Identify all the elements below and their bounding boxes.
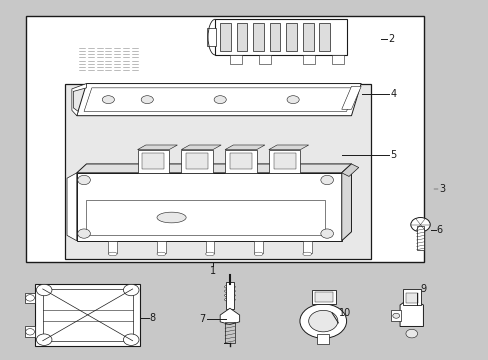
Bar [314, 292, 332, 302]
Bar [268, 150, 300, 173]
Text: 1: 1 [209, 266, 216, 276]
Bar [86, 200, 324, 235]
Bar [26, 16, 424, 262]
Bar [311, 290, 335, 304]
Circle shape [320, 175, 333, 185]
Ellipse shape [141, 96, 153, 104]
Bar [137, 150, 169, 173]
Bar [42, 289, 132, 341]
Ellipse shape [108, 252, 117, 256]
Polygon shape [72, 84, 86, 116]
Text: 2: 2 [387, 34, 393, 44]
Bar [225, 282, 234, 309]
Text: 10: 10 [339, 308, 351, 318]
Circle shape [392, 313, 399, 318]
Polygon shape [181, 145, 221, 150]
Bar [416, 226, 424, 249]
Text: 7: 7 [199, 314, 205, 324]
Polygon shape [268, 145, 308, 150]
Ellipse shape [302, 252, 311, 256]
Polygon shape [341, 86, 361, 109]
Bar [224, 150, 256, 173]
Circle shape [26, 295, 34, 301]
Bar [25, 293, 35, 303]
Ellipse shape [286, 96, 299, 104]
Circle shape [405, 329, 417, 338]
Bar [402, 289, 420, 305]
Bar [224, 322, 234, 343]
Bar [273, 153, 295, 169]
Bar [220, 23, 230, 51]
Bar [253, 23, 264, 51]
Bar [206, 28, 216, 46]
Ellipse shape [205, 252, 214, 256]
Bar [215, 19, 346, 55]
Ellipse shape [224, 298, 235, 301]
Bar [302, 23, 313, 51]
Circle shape [123, 334, 139, 345]
Ellipse shape [224, 289, 235, 293]
Bar [64, 84, 370, 258]
Bar [317, 334, 328, 344]
Ellipse shape [157, 252, 165, 256]
Bar [302, 241, 311, 253]
Bar [25, 327, 35, 337]
Bar [259, 55, 271, 64]
Circle shape [26, 329, 34, 335]
Bar [254, 241, 263, 253]
Ellipse shape [102, 96, 114, 104]
Ellipse shape [224, 294, 235, 297]
Ellipse shape [157, 212, 186, 223]
Text: 8: 8 [149, 312, 156, 323]
Bar [302, 55, 314, 64]
Polygon shape [77, 173, 341, 241]
Polygon shape [77, 164, 351, 173]
Polygon shape [220, 308, 239, 324]
Ellipse shape [214, 96, 226, 104]
Polygon shape [341, 164, 351, 241]
Text: 5: 5 [389, 150, 396, 160]
Bar [186, 153, 207, 169]
Ellipse shape [254, 252, 263, 256]
Bar [319, 23, 329, 51]
Circle shape [36, 334, 52, 345]
Bar [108, 241, 117, 253]
Bar [157, 241, 165, 253]
Circle shape [320, 229, 333, 238]
Bar [269, 23, 280, 51]
Bar [229, 55, 242, 64]
Bar [236, 23, 247, 51]
Polygon shape [67, 173, 77, 241]
Polygon shape [224, 145, 264, 150]
Circle shape [78, 175, 90, 185]
Polygon shape [137, 145, 177, 150]
Bar [205, 241, 214, 253]
Bar [181, 150, 212, 173]
Circle shape [36, 284, 52, 296]
Bar [405, 293, 417, 303]
Text: 6: 6 [436, 225, 442, 235]
Circle shape [123, 284, 139, 296]
Bar [286, 23, 296, 51]
Text: 9: 9 [420, 284, 426, 294]
Bar [35, 284, 140, 346]
Bar [229, 153, 251, 169]
Polygon shape [77, 84, 361, 116]
Circle shape [410, 217, 429, 232]
Bar [331, 55, 344, 64]
Circle shape [78, 229, 90, 238]
Text: 4: 4 [389, 89, 396, 99]
Bar [142, 153, 164, 169]
Bar [390, 310, 400, 321]
Polygon shape [399, 298, 423, 327]
Circle shape [308, 310, 337, 332]
Text: 3: 3 [438, 184, 444, 194]
Circle shape [299, 304, 346, 338]
Polygon shape [341, 164, 358, 176]
Ellipse shape [224, 285, 235, 289]
